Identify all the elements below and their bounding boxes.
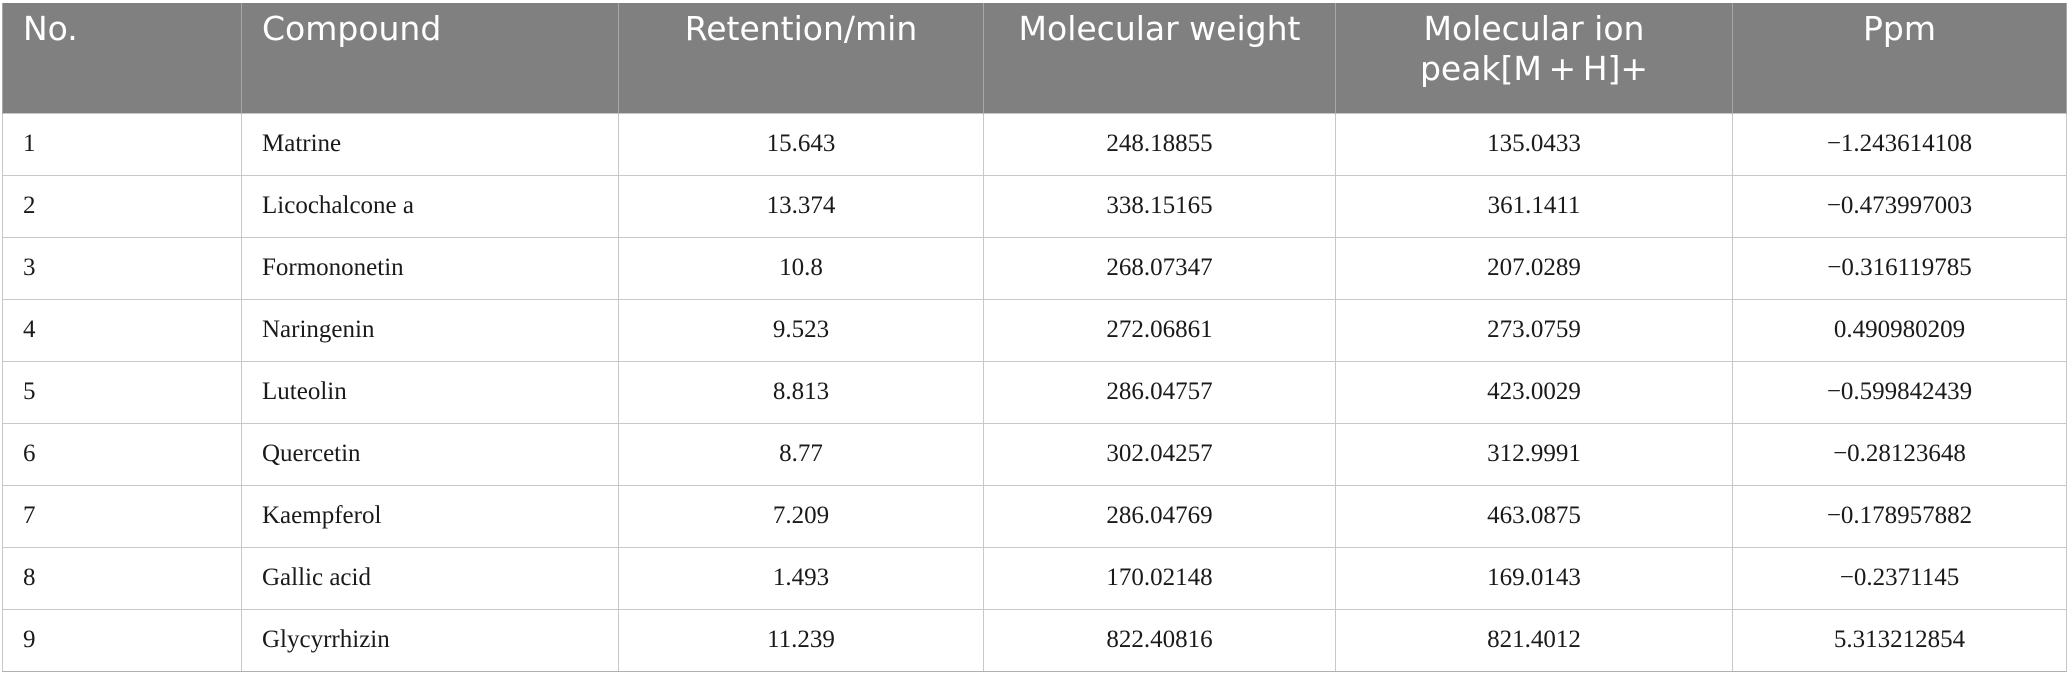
header-no: No. — [2, 3, 242, 113]
table-header: No. Compound Retention/min Molecular wei… — [2, 3, 2067, 113]
table-row: 4 Naringenin 9.523 272.06861 273.0759 0.… — [2, 298, 2067, 362]
cell-ion-peak: 312.9991 — [1335, 422, 1733, 486]
cell-compound: Kaempferol — [241, 484, 619, 548]
cell-no: 1 — [2, 112, 242, 176]
header-molecular-weight: Molecular weight — [983, 3, 1336, 113]
cell-compound: Luteolin — [241, 360, 619, 424]
header-molecular-ion-peak: Molecular ion peak[M + H]+ — [1335, 3, 1733, 113]
cell-ion-peak: 169.0143 — [1335, 546, 1733, 610]
table-row: 8 Gallic acid 1.493 170.02148 169.0143 −… — [2, 546, 2067, 610]
cell-no: 9 — [2, 608, 242, 672]
header-retention: Retention/min — [618, 3, 984, 113]
cell-compound: Matrine — [241, 112, 619, 176]
cell-ion-peak: 135.0433 — [1335, 112, 1733, 176]
header-ppm: Ppm — [1732, 3, 2067, 113]
cell-no: 6 — [2, 422, 242, 486]
cell-compound: Licochalcone a — [241, 174, 619, 238]
cell-no: 4 — [2, 298, 242, 362]
cell-retention: 11.239 — [618, 608, 984, 672]
cell-no: 5 — [2, 360, 242, 424]
cell-ion-peak: 463.0875 — [1335, 484, 1733, 548]
cell-retention: 9.523 — [618, 298, 984, 362]
cell-compound: Glycyrrhizin — [241, 608, 619, 672]
cell-ppm: −0.2371145 — [1732, 546, 2067, 610]
cell-ppm: −0.473997003 — [1732, 174, 2067, 238]
cell-retention: 10.8 — [618, 236, 984, 300]
cell-ion-peak: 361.1411 — [1335, 174, 1733, 238]
table-row: 2 Licochalcone a 13.374 338.15165 361.14… — [2, 174, 2067, 238]
cell-ion-peak: 423.0029 — [1335, 360, 1733, 424]
cell-no: 8 — [2, 546, 242, 610]
table-row: 3 Formononetin 10.8 268.07347 207.0289 −… — [2, 236, 2067, 300]
compound-table-container: No. Compound Retention/min Molecular wei… — [2, 3, 2067, 672]
cell-ppm: −0.28123648 — [1732, 422, 2067, 486]
cell-compound: Naringenin — [241, 298, 619, 362]
cell-ppm: −0.599842439 — [1732, 360, 2067, 424]
cell-molecular-weight: 286.04757 — [983, 360, 1336, 424]
header-compound: Compound — [241, 3, 619, 113]
cell-ion-peak: 821.4012 — [1335, 608, 1733, 672]
cell-retention: 7.209 — [618, 484, 984, 548]
compound-table: No. Compound Retention/min Molecular wei… — [2, 3, 2067, 672]
cell-molecular-weight: 286.04769 — [983, 484, 1336, 548]
cell-retention: 8.77 — [618, 422, 984, 486]
cell-retention: 15.643 — [618, 112, 984, 176]
cell-molecular-weight: 248.18855 — [983, 112, 1336, 176]
cell-no: 7 — [2, 484, 242, 548]
cell-ppm: 5.313212854 — [1732, 608, 2067, 672]
table-row: 1 Matrine 15.643 248.18855 135.0433 −1.2… — [2, 112, 2067, 176]
cell-ion-peak: 207.0289 — [1335, 236, 1733, 300]
table-row: 6 Quercetin 8.77 302.04257 312.9991 −0.2… — [2, 422, 2067, 486]
table-body: 1 Matrine 15.643 248.18855 135.0433 −1.2… — [2, 112, 2067, 672]
cell-ppm: 0.490980209 — [1732, 298, 2067, 362]
cell-molecular-weight: 272.06861 — [983, 298, 1336, 362]
header-row: No. Compound Retention/min Molecular wei… — [2, 3, 2067, 113]
cell-ppm: −1.243614108 — [1732, 112, 2067, 176]
table-row: 5 Luteolin 8.813 286.04757 423.0029 −0.5… — [2, 360, 2067, 424]
cell-compound: Quercetin — [241, 422, 619, 486]
table-row: 9 Glycyrrhizin 11.239 822.40816 821.4012… — [2, 608, 2067, 672]
cell-retention: 1.493 — [618, 546, 984, 610]
cell-ppm: −0.178957882 — [1732, 484, 2067, 548]
cell-ppm: −0.316119785 — [1732, 236, 2067, 300]
cell-no: 3 — [2, 236, 242, 300]
cell-molecular-weight: 822.40816 — [983, 608, 1336, 672]
cell-compound: Formononetin — [241, 236, 619, 300]
cell-ion-peak: 273.0759 — [1335, 298, 1733, 362]
cell-compound: Gallic acid — [241, 546, 619, 610]
cell-molecular-weight: 302.04257 — [983, 422, 1336, 486]
cell-retention: 8.813 — [618, 360, 984, 424]
table-row: 7 Kaempferol 7.209 286.04769 463.0875 −0… — [2, 484, 2067, 548]
cell-no: 2 — [2, 174, 242, 238]
cell-retention: 13.374 — [618, 174, 984, 238]
cell-molecular-weight: 338.15165 — [983, 174, 1336, 238]
cell-molecular-weight: 170.02148 — [983, 546, 1336, 610]
cell-molecular-weight: 268.07347 — [983, 236, 1336, 300]
